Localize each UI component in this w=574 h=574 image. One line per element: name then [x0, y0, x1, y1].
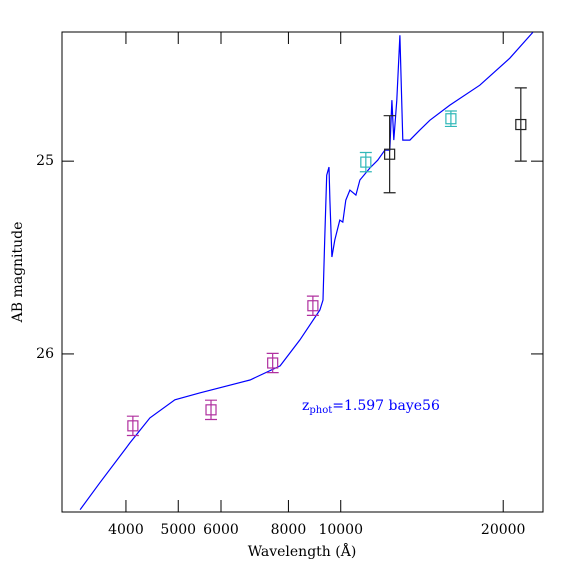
error-bar	[205, 399, 218, 421]
plot-frame	[61, 31, 544, 513]
data-point	[267, 357, 279, 369]
x-tick-label: 4000	[108, 522, 144, 538]
annotation: zphot=1.597 baye56	[302, 398, 440, 416]
error-bar	[126, 415, 139, 437]
error-bar	[514, 87, 527, 162]
error-bar	[359, 151, 372, 173]
annotation-rest: =1.597 baye56	[332, 398, 440, 414]
error-bar	[383, 115, 396, 194]
y-tick-label: 25	[36, 153, 54, 169]
y-tick-label: 26	[36, 346, 54, 362]
data-point	[384, 148, 396, 160]
y-axis-label: AB magnitude	[10, 222, 26, 324]
data-point	[127, 420, 139, 432]
data-point	[515, 118, 527, 131]
annotation-z: z	[302, 398, 309, 414]
x-tick-label: 10000	[318, 522, 363, 538]
x-tick-label: 6000	[203, 522, 239, 538]
data-point	[360, 156, 372, 168]
x-tick-label: 5000	[160, 522, 196, 538]
data-point	[205, 404, 217, 416]
error-bar	[266, 352, 279, 374]
error-bar	[306, 295, 319, 316]
x-axis-label: Wavelength (Å)	[248, 542, 357, 560]
annotation-sub: phot	[309, 405, 332, 416]
x-tick-label: 8000	[271, 522, 307, 538]
model-curve	[79, 32, 534, 511]
data-point	[445, 113, 457, 125]
data-point	[307, 300, 319, 312]
x-tick-label: 20000	[481, 522, 526, 538]
